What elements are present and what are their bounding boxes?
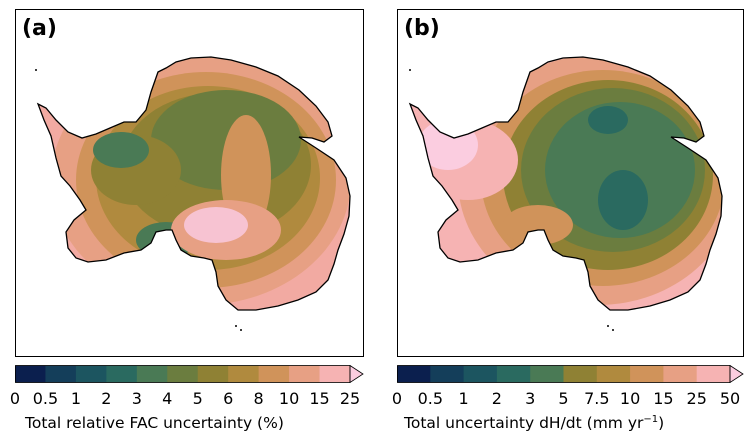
colorbar-tick-label: 7.5: [584, 389, 610, 408]
panel-label-b: (b): [404, 16, 440, 41]
colorbar-bin: [197, 365, 229, 383]
colorbar-bin: [463, 365, 498, 383]
colorbar-tick-label: 3: [525, 389, 536, 408]
colorbar-bin: [228, 365, 260, 383]
colorbar-tick-label: 10: [278, 389, 300, 408]
colorbar-b-label-sup: −1: [643, 414, 659, 425]
colorbar-a-ticks: 0 0.5 1 2 3 4 5 6 8 10 15 25: [10, 389, 360, 409]
colorbar-bin: [663, 365, 698, 383]
colorbar-b-label: Total uncertainty dH/dt (mm yr−1): [404, 414, 664, 432]
colorbar-a: [15, 364, 364, 384]
colorbar-extend-arrow: [349, 364, 364, 384]
colorbar-tick-label: 6: [223, 389, 234, 408]
colorbar-tick-label: 0.5: [32, 389, 59, 408]
colorbar-bin: [15, 365, 46, 383]
colorbar-bin: [596, 365, 631, 383]
colorbar-bin: [289, 365, 321, 383]
colorbar-tick-label: 15: [309, 389, 330, 408]
colorbar-bin: [136, 365, 168, 383]
colorbar-bin: [106, 365, 138, 383]
colorbar-outline: [397, 365, 731, 383]
colorbar-extend-arrow: [729, 364, 744, 384]
colorbar-tick-label: 5: [558, 389, 569, 408]
colorbar-bin: [496, 365, 531, 383]
colorbar-bin: [630, 365, 664, 383]
antarctica-map-a: [35, 56, 351, 331]
colorbar-tick-label: 3: [131, 389, 142, 408]
colorbar-tick-label: 0: [9, 389, 21, 408]
panel-label-a: (a): [22, 16, 57, 41]
colorbar-tick-label: 50: [719, 389, 741, 408]
colorbar-bin: [167, 365, 199, 383]
colorbar-tick-label: 0.5: [417, 389, 444, 408]
colorbar-tick-label: 5: [192, 389, 203, 408]
colorbar-tick-label: 2: [491, 389, 502, 408]
colorbar-tick-label: 8: [253, 389, 264, 408]
colorbar-b-swatches: [397, 364, 744, 384]
map-panel-a: (a): [15, 9, 364, 357]
colorbar-tick-label: 0: [391, 389, 403, 408]
map-panel-b: (b): [397, 9, 744, 357]
colorbar-tick-label: 15: [653, 389, 674, 408]
colorbar-tick-label: 10: [619, 389, 641, 408]
colorbar-b: [397, 364, 744, 384]
colorbar-a-label: Total relative FAC uncertainty (%): [25, 414, 284, 432]
colorbar-tick-label: 1: [458, 389, 469, 408]
colorbar-bin: [45, 365, 77, 383]
colorbar-b-label-end: ): [658, 414, 665, 433]
colorbar-tick-label: 2: [101, 389, 112, 408]
colorbar-tick-label: 25: [686, 389, 707, 408]
colorbar-tick-label: 1: [70, 389, 81, 408]
colorbar-bin: [696, 365, 731, 383]
colorbar-tick-label: 4: [162, 389, 173, 408]
colorbar-bin: [75, 365, 107, 383]
colorbar-tick-label: 25: [339, 389, 361, 408]
colorbar-bin: [563, 365, 598, 383]
colorbar-bin: [530, 365, 564, 383]
colorbar-b-label-main: Total uncertainty dH/dt (mm yr: [404, 414, 644, 433]
colorbar-bin: [430, 365, 465, 383]
colorbar-bin: [397, 365, 431, 383]
colorbar-bin: [258, 365, 290, 383]
colorbar-outline: [15, 365, 351, 383]
antarctica-map-b: [409, 56, 723, 331]
colorbar-b-ticks: 0 0.5 1 2 3 5 7.5 10 15 25 50: [392, 389, 740, 409]
colorbar-bin: [319, 365, 351, 383]
colorbar-a-swatches: [15, 364, 364, 384]
